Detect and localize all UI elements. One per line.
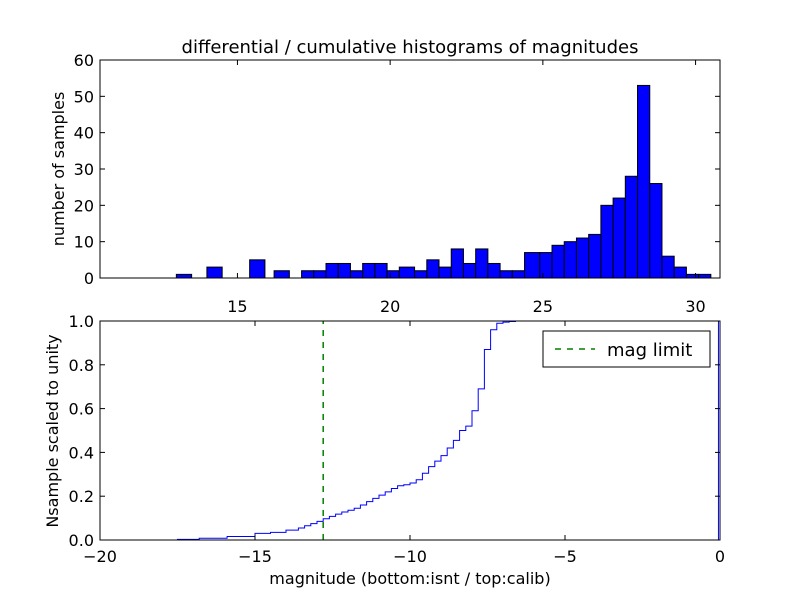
histogram-bars bbox=[175, 84, 712, 279]
histogram-bar bbox=[249, 259, 266, 279]
x-tick-label: 25 bbox=[533, 297, 553, 316]
x-tick-label: 0 bbox=[715, 547, 725, 566]
y-tick-label: 20 bbox=[74, 196, 94, 215]
histogram-bar bbox=[325, 262, 339, 279]
y-tick-label: 60 bbox=[74, 51, 94, 70]
histogram-bar bbox=[386, 270, 400, 279]
histogram-bar bbox=[426, 259, 440, 279]
histogram-bar bbox=[612, 197, 626, 279]
y-tick-label: 10 bbox=[74, 233, 94, 252]
x-tick-label: −20 bbox=[83, 547, 117, 566]
histogram-bar bbox=[499, 270, 513, 279]
histogram-bar bbox=[374, 262, 388, 279]
histogram-bar bbox=[362, 262, 376, 279]
histogram-bar bbox=[661, 255, 675, 279]
histogram-bar bbox=[313, 270, 327, 279]
histogram-bar bbox=[398, 266, 416, 279]
histogram-bar bbox=[575, 237, 590, 279]
histogram-bar bbox=[685, 273, 700, 279]
legend: mag limit bbox=[542, 330, 711, 368]
histogram-bar bbox=[462, 262, 477, 279]
x-tick-label: −10 bbox=[393, 547, 427, 566]
histogram-bar bbox=[673, 266, 687, 279]
y-tick-label: 30 bbox=[74, 160, 94, 179]
histogram-panel: differential / cumulative histograms of … bbox=[49, 37, 721, 316]
histogram-bar bbox=[637, 84, 651, 279]
histogram-bar bbox=[588, 233, 602, 279]
y-tick-label: 0.6 bbox=[69, 400, 94, 419]
histogram-ticks: 0 10 20 30 40 50 60 15 20 25 30 bbox=[74, 51, 720, 316]
cumulative-lines bbox=[100, 320, 719, 541]
cumulative-ticks: 0.0 0.2 0.4 0.6 0.8 1.0 −20 −15 −10 −5 0 bbox=[69, 312, 726, 566]
y-tick-label: 1.0 bbox=[69, 312, 94, 331]
histogram-bar bbox=[438, 266, 452, 279]
histogram-bar bbox=[511, 270, 526, 279]
histogram-bar bbox=[349, 270, 364, 279]
x-tick-label: −15 bbox=[238, 547, 272, 566]
histogram-bar bbox=[649, 183, 663, 279]
y-tick-label: 0.8 bbox=[69, 356, 94, 375]
histogram-bar bbox=[206, 266, 223, 279]
histogram-bar bbox=[487, 262, 501, 279]
histogram-bar bbox=[563, 241, 577, 279]
histogram-bar bbox=[539, 252, 553, 279]
histogram-bar bbox=[337, 262, 351, 279]
x-tick-label: −5 bbox=[553, 547, 577, 566]
histogram-bar bbox=[450, 248, 464, 279]
y-tick-label: 0.0 bbox=[69, 531, 94, 550]
x-tick-label: 30 bbox=[685, 297, 705, 316]
histogram-bar bbox=[301, 270, 315, 279]
histogram-bar bbox=[475, 248, 489, 279]
x-tick-label: 20 bbox=[380, 297, 400, 316]
y-tick-label: 50 bbox=[74, 87, 94, 106]
cumulative-step-line bbox=[100, 320, 719, 541]
histogram-bar bbox=[624, 175, 639, 279]
histogram-bar bbox=[524, 252, 541, 279]
legend-mag-limit-label: mag limit bbox=[607, 340, 692, 361]
x-tick-label: 15 bbox=[227, 297, 247, 316]
histogram-bar bbox=[600, 204, 614, 279]
y-tick-label: 0 bbox=[84, 269, 94, 288]
histogram-bar bbox=[414, 270, 428, 279]
histogram-bar bbox=[273, 270, 290, 279]
chart-title: differential / cumulative histograms of … bbox=[182, 37, 639, 58]
cumulative-panel: 0.0 0.2 0.4 0.6 0.8 1.0 −20 −15 −10 −5 0 magnitude… bbox=[43, 312, 725, 588]
histogram-y-axis-label: number of samples bbox=[49, 92, 68, 247]
y-tick-label: 0.4 bbox=[69, 443, 94, 462]
histogram-bar bbox=[698, 273, 712, 279]
cumulative-y-axis-label: Nsample scaled to unity bbox=[43, 334, 62, 527]
y-tick-label: 40 bbox=[74, 124, 94, 143]
histogram-bar bbox=[551, 244, 565, 279]
y-tick-label: 0.2 bbox=[69, 487, 94, 506]
histogram-bar bbox=[175, 273, 193, 279]
cumulative-x-axis-label: magnitude (bottom:isnt / top:calib) bbox=[269, 569, 550, 588]
